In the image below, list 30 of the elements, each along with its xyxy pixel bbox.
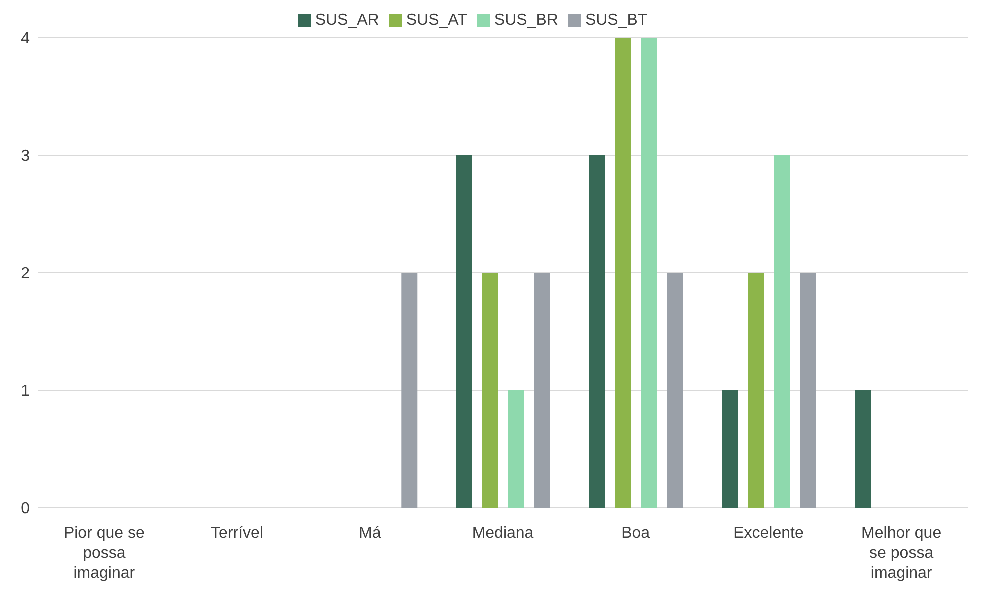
x-tick-label: Melhor que se possa imaginar xyxy=(862,525,942,582)
bar xyxy=(402,273,418,508)
bar xyxy=(800,273,816,508)
legend-label: SUS_BT xyxy=(585,12,648,29)
x-tick-label: Má xyxy=(359,525,382,542)
x-tick-label: Terrível xyxy=(211,525,264,542)
bar xyxy=(615,38,632,508)
legend-label: SUS_AR xyxy=(315,12,380,29)
legend-label: SUS_AT xyxy=(406,12,468,29)
y-tick-label: 2 xyxy=(21,266,30,283)
bar xyxy=(641,38,658,508)
x-tick-label: Mediana xyxy=(472,525,534,542)
bar xyxy=(855,390,872,508)
bar xyxy=(456,156,472,508)
bar xyxy=(508,390,524,508)
x-tick-label: Boa xyxy=(622,525,650,542)
y-tick-label: 3 xyxy=(21,148,30,166)
bar xyxy=(589,156,606,508)
legend-label: SUS_BR xyxy=(494,12,558,29)
x-tick-label: Pior que se possa imaginar xyxy=(64,525,145,582)
bar xyxy=(482,273,498,508)
bar xyxy=(667,273,684,508)
bar xyxy=(748,273,764,508)
y-tick-label: 4 xyxy=(21,30,30,48)
bar xyxy=(534,273,550,508)
bar xyxy=(722,390,738,508)
x-tick-label: Excelente xyxy=(734,525,804,542)
bar xyxy=(774,156,790,508)
y-tick-label: 0 xyxy=(21,500,30,518)
y-tick-label: 1 xyxy=(21,383,30,400)
